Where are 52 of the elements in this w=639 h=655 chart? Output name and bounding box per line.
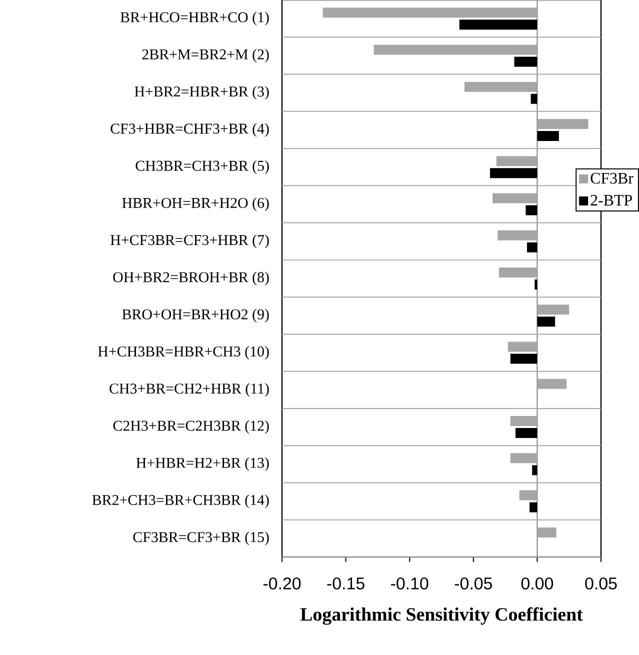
bar [537,304,570,315]
x-axis-title: Logarithmic Sensitivity Coefficient [300,607,583,625]
bar [464,82,538,92]
bar [530,502,538,512]
bar [526,205,538,216]
y-tick-label: BRO+OH=BR+HO2 (9) [122,308,269,322]
bar [537,378,567,389]
bar [496,156,538,166]
bar [519,490,538,500]
y-tick-label: H+CF3BR=CF3+HBR (7) [110,234,269,248]
bar [492,193,538,204]
legend-label: CF3Br [590,172,634,184]
y-tick-label: BR+HCO=HBR+CO (1) [120,12,269,26]
bar [526,242,538,252]
y-tick-label: CH3+BR=CH2+HBR (11) [110,383,269,397]
legend-label: 2-BTP [590,194,632,206]
bar [498,268,538,278]
y-tick-label: CF3+HBR=CHF3+BR (4) [110,123,269,137]
x-tick-label: 0.05 [585,577,617,590]
x-tick-label: -0.20 [263,577,301,590]
y-tick-label: CH3BR=CH3+BR (5) [136,160,269,174]
y-tick-label: CF3BR=CF3+BR (15) [133,532,269,546]
bar [514,56,538,67]
y-tick-label: H+CH3BR=HBR+CH3 (10) [98,346,269,360]
y-tick-label: H+BR2=HBR+BR (3) [134,86,269,100]
bar [537,118,588,129]
bar [510,453,538,464]
bar [534,280,538,290]
bar [490,168,538,178]
bar [532,465,538,476]
bar [374,44,538,55]
y-tick-label: OH+BR2=BROH+BR (8) [113,272,269,286]
bar [510,416,538,426]
bar [537,130,559,141]
bar [510,354,538,364]
bar [459,20,538,30]
y-tick-label: C2H3+BR=C2H3BR (12) [113,420,269,434]
bar [498,230,538,240]
x-tick-label: 0.00 [521,577,554,590]
bar [322,8,538,18]
x-tick-label: -0.10 [391,577,428,590]
y-tick-label: HBR+OH=BR+H2O (6) [122,197,269,212]
bar [508,342,538,352]
bar [530,94,538,104]
bar [537,527,556,538]
x-tick-label: -0.05 [454,577,492,590]
bar [537,316,556,327]
x-tick-label: -0.15 [327,577,364,590]
y-tick-label: BR2+CH3=BR+CH3BR (14) [92,494,269,508]
y-tick-label: H+HBR=H2+BR (13) [136,457,269,471]
y-tick-label: 2BR+M=BR2+M (2) [142,48,269,62]
bar [516,428,538,438]
